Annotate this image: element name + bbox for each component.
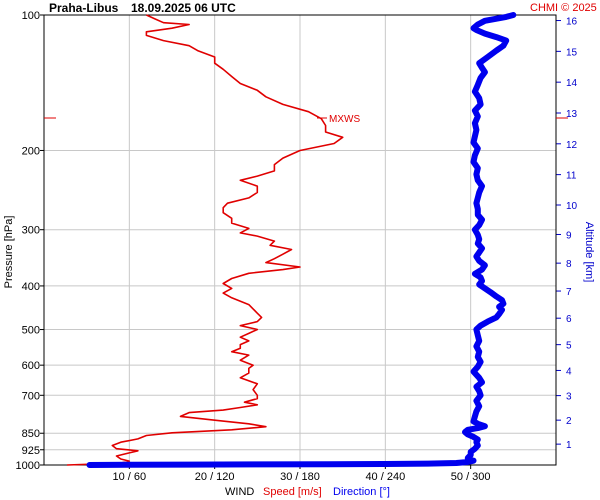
pressure-tick-label: 100 xyxy=(22,10,40,22)
y2-axis-label: Altitude [km] xyxy=(583,222,595,283)
x-axis-label-speed: Speed [m/s] xyxy=(263,486,322,498)
altitude-tick-label: 3 xyxy=(566,392,572,403)
pressure-tick-label: 200 xyxy=(22,145,40,157)
speed-line xyxy=(66,14,344,466)
datetime-title: 18.09.2025 06 UTC xyxy=(131,1,236,15)
altitude-tick-label: 2 xyxy=(566,416,572,427)
wind-tick-label: 10 / 60 xyxy=(113,471,147,483)
direction-line xyxy=(86,12,517,468)
wind-tick-label: 50 / 300 xyxy=(451,471,491,483)
station-title: Praha-Libus xyxy=(49,1,119,15)
y-axis-label: Pressure [hPa] xyxy=(3,216,15,289)
pressure-tick-label: 500 xyxy=(22,325,40,337)
wind-tick-label: 20 / 120 xyxy=(195,471,235,483)
altitude-tick-label: 13 xyxy=(566,109,578,120)
pressure-tick-label: 300 xyxy=(22,225,40,237)
grid xyxy=(44,15,556,465)
altitude-tick-label: 15 xyxy=(566,47,578,58)
mxws-label: MXWS xyxy=(329,114,360,125)
altitude-tick-label: 5 xyxy=(566,341,572,352)
copyright-label: CHMI © 2025 xyxy=(530,2,597,14)
altitude-tick-label: 9 xyxy=(566,230,572,241)
direction-series xyxy=(86,12,517,468)
pressure-tick-label: 400 xyxy=(22,281,40,293)
altitude-tick-label: 11 xyxy=(566,171,577,182)
altitude-tick-label: 7 xyxy=(566,287,572,298)
pressure-tick-label: 850 xyxy=(22,428,40,440)
altitude-tick-label: 10 xyxy=(566,201,578,212)
altitude-tick-label: 4 xyxy=(566,366,572,377)
pressure-tick-label: 600 xyxy=(22,360,40,372)
pressure-tick-label: 925 xyxy=(22,445,40,457)
pressure-tick-label: 700 xyxy=(22,390,40,402)
speed-series xyxy=(66,14,344,466)
x-axis-label-wind: WIND xyxy=(225,486,254,498)
altitude-tick-label: 12 xyxy=(566,140,578,151)
altitude-tick-label: 8 xyxy=(566,259,572,270)
x-axis-label-direction: Direction [°] xyxy=(333,486,390,498)
wind-tick-label: 40 / 240 xyxy=(365,471,405,483)
altitude-tick-label: 14 xyxy=(566,78,578,89)
pressure-tick-label: 1000 xyxy=(16,460,40,472)
wind-tick-label: 30 / 180 xyxy=(280,471,320,483)
altitude-tick-label: 6 xyxy=(566,314,572,325)
altitude-tick-label: 1 xyxy=(566,440,572,451)
altitude-tick-label: 16 xyxy=(566,17,578,28)
